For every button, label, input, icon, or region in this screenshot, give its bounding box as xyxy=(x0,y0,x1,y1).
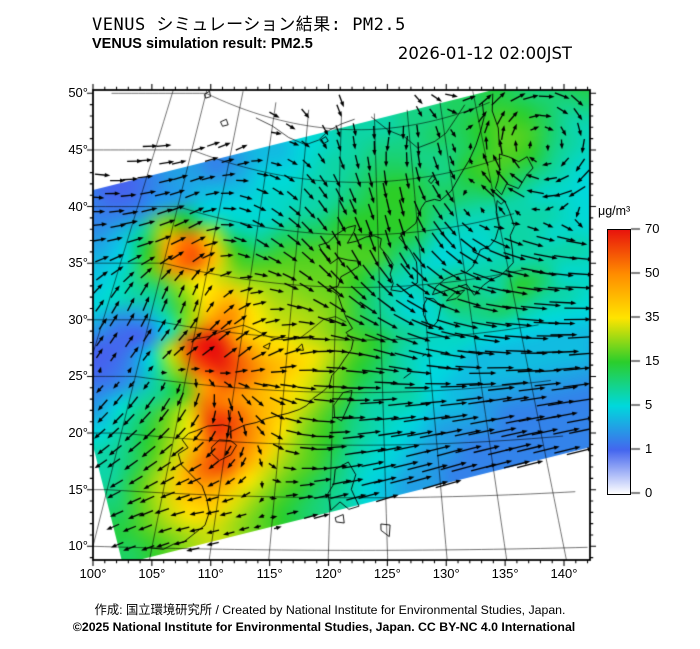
x-tick-label: 105° xyxy=(138,566,166,581)
colorbar-tick-label: 70 xyxy=(645,221,660,236)
x-tick-label: 135° xyxy=(491,566,519,581)
colorbar-tick-label: 0 xyxy=(645,485,653,500)
colorbar-tick-label: 15 xyxy=(645,353,660,368)
y-tick-label: 10° xyxy=(68,538,88,554)
y-tick-label: 40° xyxy=(68,198,88,214)
colorbar-tick-label: 5 xyxy=(645,397,653,412)
y-tick-label: 50° xyxy=(68,85,88,101)
credit-line: 作成: 国立環境研究所 / Created by National Instit… xyxy=(94,603,566,617)
y-tick-label: 15° xyxy=(68,481,88,497)
simulation-datetime: 2026-01-12 02:00JST xyxy=(397,44,572,63)
y-tick-label: 30° xyxy=(68,311,88,327)
colorbar-tick-label: 35 xyxy=(645,309,660,324)
x-tick-label: 110° xyxy=(197,566,224,581)
y-tick-label: 45° xyxy=(68,141,88,157)
colorbar-tick-label: 1 xyxy=(645,441,653,456)
colorbar-gradient xyxy=(607,229,631,495)
license-line: ©2025 National Institute for Environment… xyxy=(72,620,576,634)
page-title-en: VENUS simulation result: PM2.5 xyxy=(92,36,313,52)
y-tick-label: 20° xyxy=(68,425,88,441)
x-tick-label: 115° xyxy=(256,566,283,581)
y-tick-label: 35° xyxy=(68,255,88,271)
y-tick-label: 25° xyxy=(68,368,88,384)
x-tick-label: 120° xyxy=(315,566,342,581)
page-title-ja: VENUS シミュレーション結果: PM2.5 xyxy=(92,15,406,35)
x-tick-label: 100° xyxy=(79,566,107,581)
colorbar-tick-label: 50 xyxy=(645,265,660,280)
x-tick-label: 130° xyxy=(432,566,460,581)
x-tick-label: 125° xyxy=(373,566,401,581)
colorbar-unit-label: μg/m³ xyxy=(598,204,631,218)
x-tick-label: 140° xyxy=(550,566,578,581)
